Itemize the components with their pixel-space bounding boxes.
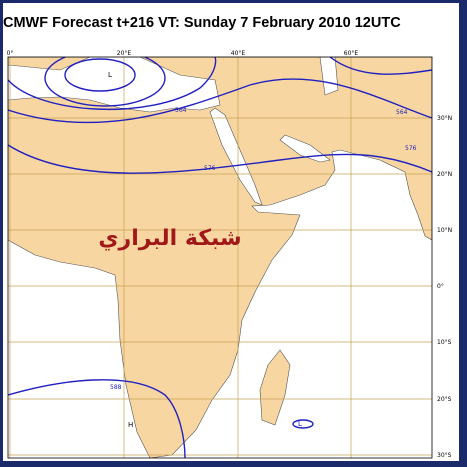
madagascar (259, 349, 291, 426)
contour (8, 379, 186, 458)
contours (8, 57, 432, 458)
latitude-label: 30°N (437, 115, 452, 122)
longitude-label: 0° (7, 50, 14, 57)
map: شبكة البراري (8, 57, 432, 458)
map-border (7, 56, 433, 459)
graticule (8, 57, 432, 458)
contour (329, 57, 432, 75)
pressure-center: L (298, 420, 302, 428)
pressure-center: H (128, 421, 133, 429)
mediterranean (8, 57, 221, 113)
longitude-label: 40°E (231, 50, 246, 57)
labels: 0° 20°E 40°E 60°E 30°N 20°N 10°N 0° 10°S 20°S 30°S… (7, 50, 453, 459)
latitude-label: 20°N (437, 171, 452, 178)
longitude-label: 20°E (117, 50, 132, 57)
latitude-label: 0° (437, 283, 444, 290)
contour-label: 576 (204, 165, 216, 172)
latitude-label: 10°S (437, 339, 452, 346)
contour-label: 564 (175, 107, 187, 114)
contour-label: 564 (396, 109, 408, 116)
contour (64, 58, 136, 92)
pressure-center: L (108, 71, 112, 79)
red-sea (209, 107, 263, 206)
title: CMWF Forecast t+216 VT: Sunday 7 Februar… (3, 15, 401, 31)
contour-label: 588 (110, 384, 122, 391)
watermark: شبكة البراري (98, 226, 241, 251)
contour (292, 419, 314, 429)
longitude-label: 60°E (344, 50, 359, 57)
contour (8, 144, 432, 174)
latitude-label: 20°S (437, 396, 452, 403)
contour (44, 57, 166, 107)
latitude-label: 30°S (437, 452, 452, 459)
contour (8, 57, 217, 111)
contour-label: 576 (405, 145, 417, 152)
contour (8, 78, 432, 124)
latitude-label: 10°N (437, 227, 452, 234)
